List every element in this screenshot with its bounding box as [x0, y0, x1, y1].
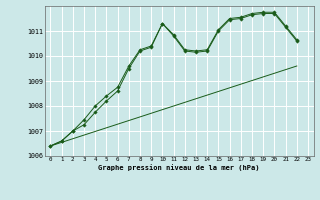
X-axis label: Graphe pression niveau de la mer (hPa): Graphe pression niveau de la mer (hPa)	[99, 164, 260, 171]
